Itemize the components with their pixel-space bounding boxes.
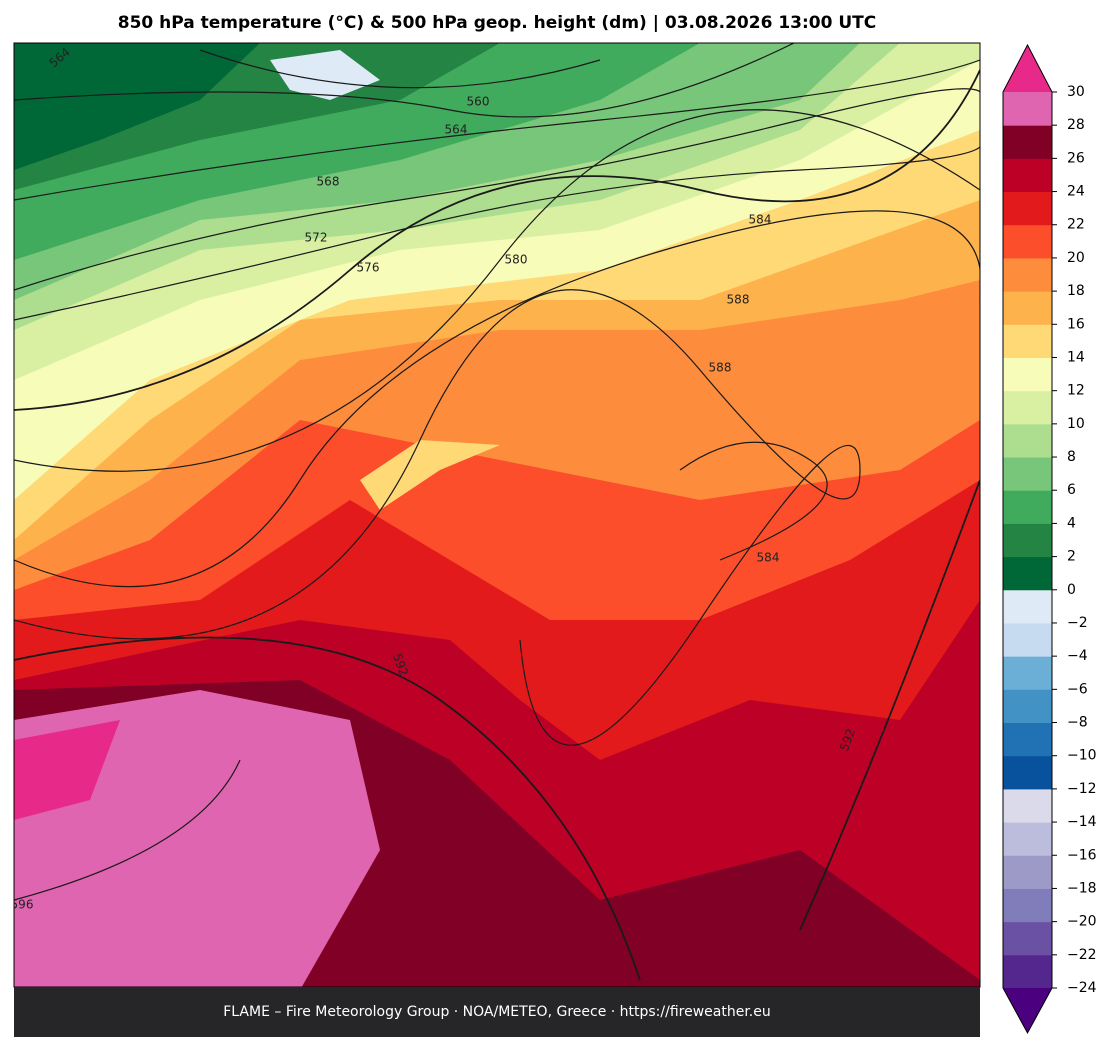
contour-label: 560 <box>467 95 490 109</box>
colorbar-band <box>1003 656 1052 690</box>
colorbar-band <box>1003 755 1052 790</box>
colorbar-band <box>1003 589 1052 624</box>
colorbar-over <box>1003 45 1052 92</box>
colorbar-tick-label: −20 <box>1067 914 1097 930</box>
colorbar-tick-label: 16 <box>1067 316 1085 332</box>
colorbar-tick-label: 14 <box>1067 349 1085 365</box>
colorbar-band <box>1003 788 1052 823</box>
colorbar-tick-label: −2 <box>1067 615 1088 631</box>
colorbar-band <box>1003 457 1052 491</box>
colorbar-tick-label: −8 <box>1067 715 1088 731</box>
colorbar-tick-label: −16 <box>1067 847 1097 863</box>
colorbar-band <box>1003 158 1052 193</box>
colorbar-band <box>1003 722 1052 757</box>
colorbar-tick-label: 0 <box>1067 582 1076 598</box>
colorbar-tick-label: 12 <box>1067 383 1085 399</box>
colorbar-band <box>1003 888 1052 923</box>
colorbar-tick-label: −24 <box>1067 980 1097 996</box>
colorbar-tick-label: 30 <box>1067 84 1085 100</box>
footer-text: FLAME – Fire Meteorology Group · NOA/MET… <box>223 1004 771 1020</box>
colorbar-band <box>1003 125 1052 159</box>
title: 850 hPa temperature (°C) & 500 hPa geop.… <box>118 13 877 33</box>
colorbar-tick-label: −6 <box>1067 681 1088 697</box>
colorbar: −24−22−20−18−16−14−12−10−8−6−4−202468101… <box>1002 43 1097 1035</box>
colorbar-band <box>1003 390 1052 425</box>
colorbar-tick-label: 4 <box>1067 515 1076 531</box>
contour-label: 596 <box>11 898 34 912</box>
colorbar-tick-label: 24 <box>1067 184 1085 200</box>
colorbar-tick-label: −10 <box>1067 748 1097 764</box>
colorbar-tick-label: −12 <box>1067 781 1097 797</box>
contour-label: 568 <box>317 175 340 189</box>
colorbar-band <box>1003 224 1052 259</box>
colorbar-band <box>1003 324 1052 358</box>
colorbar-tick-label: 22 <box>1067 217 1085 233</box>
colorbar-band <box>1003 954 1052 989</box>
colorbar-tick-label: 20 <box>1067 250 1085 266</box>
contour-label: 584 <box>749 213 772 227</box>
colorbar-band <box>1003 257 1052 292</box>
colorbar-band <box>1003 689 1052 724</box>
colorbar-tick-label: 26 <box>1067 150 1085 166</box>
colorbar-band <box>1003 357 1052 392</box>
colorbar-band <box>1003 490 1052 524</box>
colorbar-tick-label: −4 <box>1067 648 1088 664</box>
contour-label: 588 <box>709 361 732 375</box>
colorbar-tick-label: −14 <box>1067 814 1097 830</box>
colorbar-band <box>1003 921 1052 956</box>
contour-label: 588 <box>727 293 750 307</box>
colorbar-band <box>1003 423 1052 458</box>
colorbar-tick-label: 2 <box>1067 549 1076 565</box>
colorbar-tick-label: 6 <box>1067 482 1076 498</box>
contour-label: 576 <box>357 261 380 275</box>
colorbar-band <box>1003 855 1052 889</box>
contour-label: 580 <box>505 253 528 267</box>
colorbar-band <box>1003 622 1052 657</box>
contour-label: 584 <box>757 551 780 565</box>
colorbar-tick-label: −18 <box>1067 880 1097 896</box>
map: 564 560 564 568 572 576 580 584 588 588 … <box>11 43 980 987</box>
colorbar-tick-label: 28 <box>1067 117 1085 133</box>
colorbar-band <box>1003 523 1052 558</box>
colorbar-tick-label: −22 <box>1067 947 1097 963</box>
colorbar-under <box>1003 988 1052 1033</box>
colorbar-band <box>1003 556 1052 591</box>
colorbar-band <box>1003 291 1052 325</box>
colorbar-tick-label: 18 <box>1067 283 1085 299</box>
colorbar-band <box>1003 92 1052 126</box>
colorbar-band <box>1003 822 1052 856</box>
footer-bar <box>14 987 980 1037</box>
colorbar-band <box>1003 191 1052 226</box>
colorbar-tick-label: 10 <box>1067 416 1085 432</box>
contour-label: 564 <box>445 123 468 137</box>
contour-label: 572 <box>305 231 328 245</box>
colorbar-tick-label: 8 <box>1067 449 1076 465</box>
